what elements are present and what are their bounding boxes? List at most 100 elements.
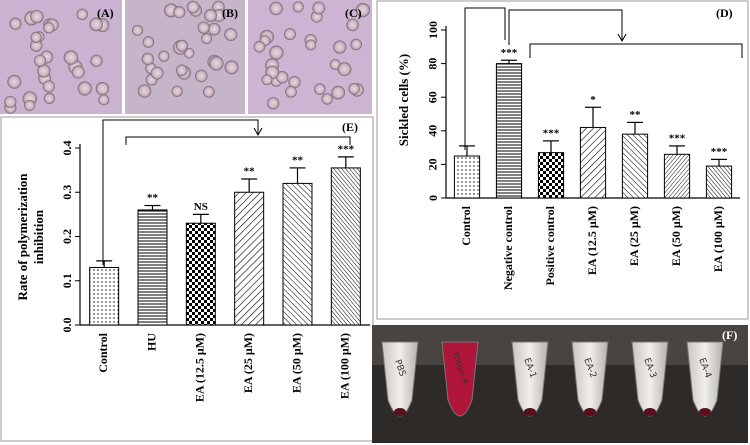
x-tick-label: EA (12.5 μM): [585, 206, 599, 275]
cell: [314, 83, 326, 95]
panel-label: (C): [345, 6, 362, 20]
cell: [90, 54, 103, 67]
cell: [173, 6, 186, 19]
cell: [43, 92, 55, 104]
y-tick-label: 0.3: [60, 185, 74, 200]
bracket: [125, 136, 351, 145]
bar: [234, 191, 265, 326]
significance: **: [630, 109, 642, 121]
x-tick-label: Control: [459, 205, 473, 245]
significance: NS: [194, 201, 208, 213]
x-tick-label: Positive control: [543, 205, 557, 285]
panel-label: (F): [722, 328, 737, 342]
pellet: [524, 408, 536, 416]
cell: [95, 81, 110, 96]
pellet: [644, 408, 656, 416]
x-tick-label: Negative control: [501, 205, 515, 290]
cell: [24, 99, 36, 111]
cell: [321, 93, 333, 105]
y-tick-label: 0.0: [60, 318, 74, 333]
cell: [305, 39, 317, 51]
cell: [201, 33, 213, 45]
cell: [175, 64, 188, 77]
micrographs: [0, 0, 372, 114]
cell: [267, 97, 280, 110]
bar: [495, 63, 523, 199]
cell: [204, 9, 218, 23]
cell: [350, 38, 362, 51]
bracket: [508, 9, 623, 45]
bracket: [102, 119, 259, 265]
y-tick-label: 20: [426, 158, 440, 170]
cell: [224, 28, 238, 42]
bar: [705, 165, 733, 199]
cell: [292, 1, 304, 13]
cell: [224, 60, 239, 75]
significance: ***: [711, 146, 728, 158]
cell: [142, 36, 155, 48]
bar: [185, 222, 216, 326]
y-tick-label: 0.4: [60, 141, 74, 156]
cell: [209, 56, 224, 71]
bar: [330, 167, 361, 326]
panel-frame: [0, 116, 374, 442]
cell: [98, 94, 110, 106]
x-tick-label: EA (50 μM): [289, 333, 303, 393]
panel-label: (D): [716, 6, 733, 20]
y-axis-label: Sickled cells (%): [396, 54, 411, 146]
tube: [441, 341, 479, 417]
significance: **: [244, 166, 256, 178]
cell: [141, 52, 154, 66]
y-tick-label: 60: [426, 91, 440, 103]
cell: [186, 0, 200, 14]
significance: *: [590, 94, 596, 106]
cell: [30, 9, 44, 24]
bar: [89, 266, 120, 326]
significance: ***: [338, 143, 355, 155]
pellet: [699, 408, 711, 416]
cell: [76, 8, 88, 21]
cell: [137, 84, 152, 98]
cell: [194, 69, 208, 83]
cell: [269, 1, 283, 16]
cell: [9, 17, 22, 30]
y-tick-label: 0: [426, 195, 440, 201]
y-axis-label-line: Rate of polymerization: [15, 173, 30, 301]
cell: [175, 39, 189, 52]
cell: [158, 50, 170, 62]
bar: [621, 133, 649, 199]
bracket: [529, 43, 743, 58]
bar: [137, 209, 168, 326]
cell: [171, 85, 183, 97]
panel-label: (A): [97, 6, 114, 20]
cell: [203, 85, 215, 98]
cell: [131, 24, 143, 36]
y-axis-label-line: inhibition: [31, 209, 46, 264]
significance: ***: [543, 127, 560, 139]
arrow: [253, 127, 263, 137]
photo-f-bg: [372, 325, 748, 365]
x-tick-label: Control: [96, 332, 110, 372]
cell: [337, 62, 352, 77]
y-axis-label: Rate of polymerizationinhibition: [15, 173, 46, 301]
significance: **: [147, 192, 159, 204]
bar: [663, 153, 691, 199]
x-tick-label: EA (50 μM): [669, 206, 683, 266]
x-tick-label: EA (12.5 μM): [193, 333, 207, 402]
cell: [261, 74, 273, 86]
panel-label: (E): [342, 120, 358, 134]
cell: [89, 17, 104, 32]
bar: [537, 152, 565, 199]
cell: [346, 18, 359, 32]
x-tick-label: EA (100 μM): [711, 206, 725, 272]
cell: [333, 40, 347, 54]
x-tick-label: EA (25 μM): [241, 333, 255, 393]
cell: [30, 31, 42, 43]
pellet: [584, 408, 596, 416]
y-tick-label: 0.1: [60, 273, 74, 288]
cell: [312, 1, 326, 15]
cell: [4, 95, 17, 109]
cell: [253, 40, 266, 53]
y-tick-label: 40: [426, 125, 440, 137]
